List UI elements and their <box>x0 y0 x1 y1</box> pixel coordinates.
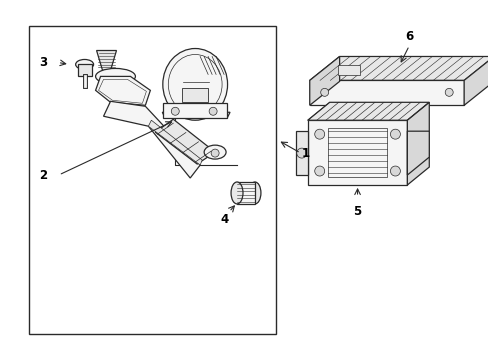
Polygon shape <box>309 57 339 105</box>
Text: 1: 1 <box>301 147 309 159</box>
Polygon shape <box>407 131 428 175</box>
Bar <box>295 131 307 175</box>
Circle shape <box>211 149 219 157</box>
Circle shape <box>314 166 324 176</box>
Ellipse shape <box>203 145 225 159</box>
Circle shape <box>444 88 452 96</box>
Bar <box>29 26 275 334</box>
Bar <box>163 103 226 118</box>
Ellipse shape <box>230 182 243 204</box>
Polygon shape <box>463 57 488 105</box>
Polygon shape <box>309 57 488 80</box>
Polygon shape <box>155 119 215 164</box>
Polygon shape <box>148 120 202 165</box>
Text: 3: 3 <box>39 56 47 69</box>
Text: 6: 6 <box>405 30 413 42</box>
Polygon shape <box>407 102 428 185</box>
Bar <box>327 128 386 177</box>
Text: 5: 5 <box>353 205 361 218</box>
Ellipse shape <box>248 182 261 204</box>
Polygon shape <box>96 50 116 71</box>
Polygon shape <box>103 101 200 178</box>
Bar <box>78 64 91 76</box>
Circle shape <box>296 148 306 158</box>
Circle shape <box>389 166 400 176</box>
Polygon shape <box>95 76 150 105</box>
Circle shape <box>314 129 324 139</box>
Ellipse shape <box>95 68 135 84</box>
Circle shape <box>209 107 217 115</box>
Polygon shape <box>337 66 359 75</box>
Polygon shape <box>309 80 463 105</box>
Ellipse shape <box>76 59 93 69</box>
Polygon shape <box>162 112 229 118</box>
Circle shape <box>320 88 328 96</box>
Text: 2: 2 <box>39 168 47 181</box>
Bar <box>307 120 407 185</box>
Polygon shape <box>237 182 254 204</box>
Text: 4: 4 <box>220 213 228 226</box>
Bar <box>182 88 208 102</box>
Circle shape <box>389 129 400 139</box>
Polygon shape <box>307 102 428 120</box>
Circle shape <box>171 107 179 115</box>
Ellipse shape <box>163 49 227 120</box>
